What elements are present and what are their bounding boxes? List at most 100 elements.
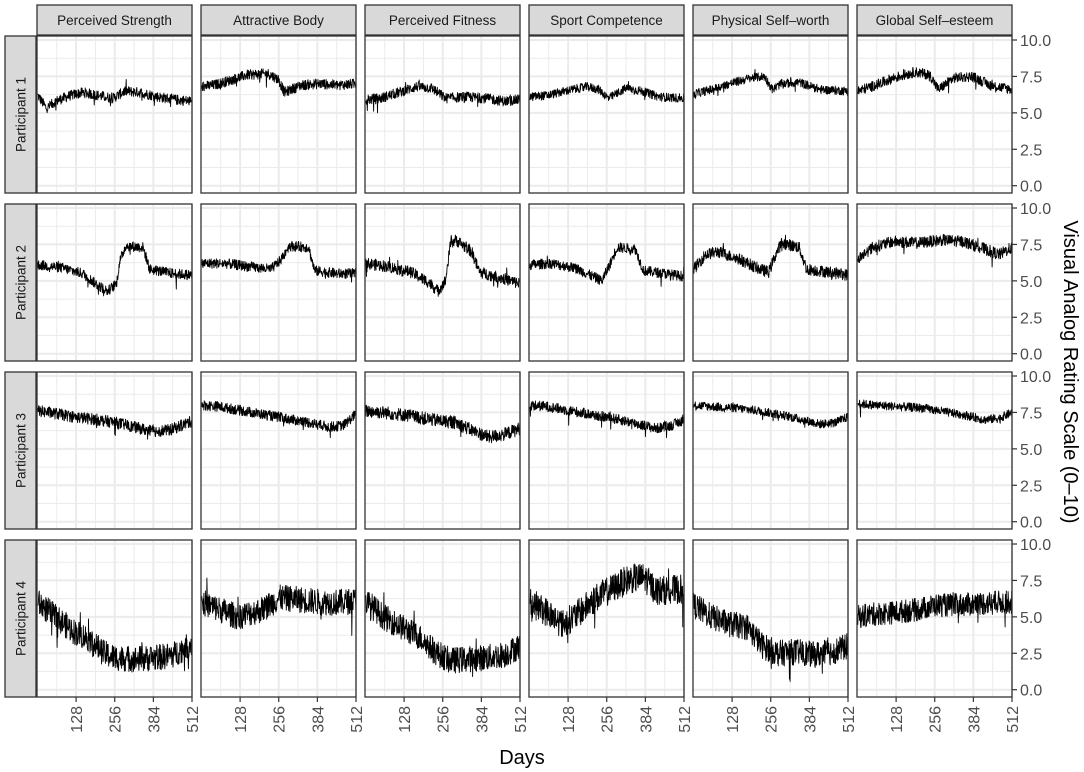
series-line [529,563,685,644]
x-tick-label: 256 [108,706,125,733]
series-line [201,68,357,97]
column-strip-label: Global Self–esteem [876,13,994,28]
x-tick-label: 256 [600,706,617,733]
x-tick-label: 256 [928,706,945,733]
y-tick-label: 7.5 [1020,69,1042,86]
x-tick-label: 256 [764,706,781,733]
x-tick-label: 128 [69,706,86,733]
x-tick-label: 128 [233,706,250,733]
x-tick-label: 128 [889,706,906,733]
y-tick-label: 0.0 [1020,683,1042,700]
column-strip [692,4,849,36]
x-tick-label: 128 [397,706,414,733]
row-strip [4,539,37,698]
series-line [37,241,193,297]
x-tick-label: 512 [841,706,858,733]
panel-border [36,203,193,362]
column-strip-label: Perceived Strength [57,13,172,28]
series-line [857,590,1013,629]
y-tick-label: 0.0 [1020,179,1042,196]
series-line [693,401,849,429]
panel-border [692,35,849,194]
series-line [365,79,521,114]
y-tick-label: 0.0 [1020,347,1042,364]
panel-border [856,371,1013,530]
y-tick-label: 7.5 [1020,237,1042,254]
y-tick-label: 5.0 [1020,610,1042,627]
series-line [365,404,521,444]
y-tick-label: 10.0 [1020,33,1051,50]
x-tick-label: 256 [436,706,453,733]
y-tick-label: 5.0 [1020,274,1042,291]
series-line [365,234,521,297]
y-tick-label: 5.0 [1020,442,1042,459]
series-line [857,399,1013,425]
x-tick-label: 384 [638,706,655,733]
x-tick-label: 384 [146,706,163,733]
column-strip-label: Sport Competence [550,13,663,28]
x-tick-label: 128 [561,706,578,733]
row-strip [4,371,37,530]
x-tick-label: 128 [725,706,742,733]
series-line [857,67,1013,95]
x-tick-label: 512 [349,706,366,733]
panel-border [692,371,849,530]
series-line [693,68,849,99]
series-line [529,81,685,103]
y-tick-label: 5.0 [1020,106,1042,123]
panel-border [856,203,1013,362]
panel-border [692,203,849,362]
x-tick-label: 512 [185,706,202,733]
y-tick-label: 7.5 [1020,573,1042,590]
series-line [201,577,357,636]
panel-border [528,35,685,194]
row-strip-label: Participant 2 [14,245,29,320]
row-strip [4,203,37,362]
x-tick-label: 512 [513,706,530,733]
y-tick-label: 2.5 [1020,142,1042,159]
panel-border [856,35,1013,194]
column-strip [36,4,193,36]
series-line [365,592,521,677]
series-line [857,233,1013,268]
x-tick-label: 384 [966,706,983,733]
series-line [37,79,193,114]
panel-border [364,35,521,194]
series-line [529,242,685,287]
row-strip-label: Participant 4 [14,580,29,656]
series-line [37,590,193,673]
y-axis-title: Visual Analog Rating Scale (0–10) [1059,220,1081,523]
x-axis-title: Days [499,747,545,769]
series-line [693,593,849,682]
panel-border [200,371,357,530]
panel-border [528,203,685,362]
column-strip-label: Physical Self–worth [712,13,830,28]
column-strip [856,4,1013,36]
x-tick-label: 512 [677,706,694,733]
x-tick-label: 384 [802,706,819,733]
row-strip-label: Participant 3 [14,413,29,488]
x-tick-label: 256 [272,706,289,733]
y-tick-label: 2.5 [1020,646,1042,663]
column-strip-label: Perceived Fitness [389,13,497,28]
y-tick-label: 7.5 [1020,405,1042,422]
panel-border [200,203,357,362]
series-line [37,405,193,440]
y-tick-label: 10.0 [1020,201,1051,218]
x-tick-label: 512 [1005,706,1022,733]
panel-border [200,35,357,194]
panel-border [364,203,521,362]
y-tick-label: 10.0 [1020,369,1051,386]
panel-border [36,371,193,530]
series-line [693,234,849,281]
series-line [529,400,685,439]
column-strip [200,4,357,36]
series-line [201,400,357,439]
x-tick-label: 384 [474,706,491,733]
y-tick-label: 2.5 [1020,310,1042,327]
panel-border [36,35,193,194]
y-tick-label: 0.0 [1020,515,1042,532]
y-tick-label: 2.5 [1020,478,1042,495]
